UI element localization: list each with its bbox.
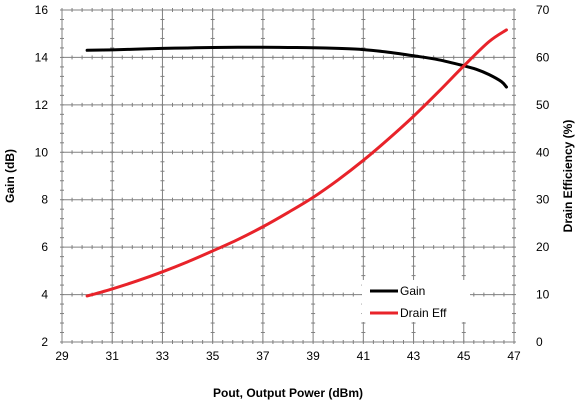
- x-tick-label: 39: [306, 349, 320, 363]
- y-axis-left-title: Gain (dB): [3, 149, 17, 203]
- y-axis-right-title: Drain Efficiency (%): [561, 120, 575, 233]
- y-left-tick-label: 8: [41, 193, 48, 207]
- x-tick-label: 47: [507, 349, 521, 363]
- y-left-tick-label: 14: [35, 50, 49, 64]
- y-right-tick-label: 0: [536, 335, 543, 349]
- x-tick-label: 31: [106, 349, 120, 363]
- x-tick-labels: 29 31 33 35 37 39 41 43 45 47: [55, 349, 521, 363]
- x-tick-label: 35: [206, 349, 220, 363]
- x-axis-title: Pout, Output Power (dBm): [213, 386, 363, 400]
- series-line-gain: [85, 45, 508, 89]
- x-tick-label: 37: [256, 349, 270, 363]
- legend-box: [362, 280, 470, 322]
- x-tick-label: 41: [357, 349, 371, 363]
- y-right-tick-label: 10: [536, 288, 550, 302]
- x-tick-label: 33: [156, 349, 170, 363]
- y-left-tick-label: 4: [41, 288, 48, 302]
- x-tick-label: 43: [407, 349, 421, 363]
- y-left-tick-label: 12: [35, 98, 49, 112]
- y-right-tick-label: 30: [536, 193, 550, 207]
- y-right-tick-label: 40: [536, 145, 550, 159]
- series-layer: [85, 28, 508, 298]
- legend-label-drain-eff: Drain Eff: [400, 306, 447, 320]
- y-right-tick-label: 70: [536, 3, 550, 17]
- y-left-tick-label: 2: [41, 335, 48, 349]
- y-left-tick-label: 16: [35, 3, 49, 17]
- y-right-tick-label: 60: [536, 50, 550, 64]
- y-right-tick-label: 20: [536, 240, 550, 254]
- minor-ticks: [60, 8, 516, 344]
- x-tick-label: 29: [55, 349, 69, 363]
- legend-label-gain: Gain: [400, 284, 425, 298]
- y-right-tick-labels: 0 10 20 30 40 50 60 70: [536, 3, 550, 349]
- legend: Gain Drain Eff: [362, 280, 470, 322]
- plot-frame: [61, 9, 515, 343]
- y-right-tick-label: 50: [536, 98, 550, 112]
- series-line-drain-eff: [85, 28, 508, 298]
- y-left-tick-label: 10: [35, 145, 49, 159]
- x-tick-label: 45: [457, 349, 471, 363]
- y-left-tick-labels: 2 4 6 8 10 12 14 16: [35, 3, 49, 349]
- y-left-tick-label: 6: [41, 240, 48, 254]
